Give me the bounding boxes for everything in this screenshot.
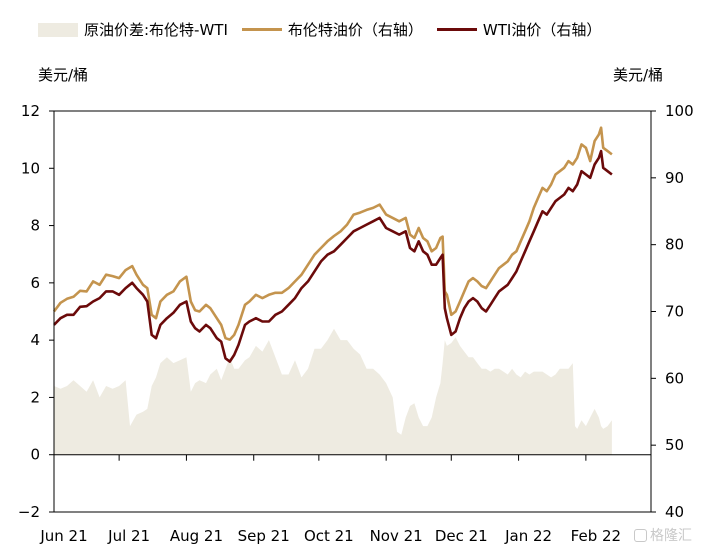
legend-label-spread: 原油价差:布伦特-WTI	[84, 21, 228, 39]
y-left-tick-label: 2	[30, 388, 40, 406]
legend-label-wti: WTI油价（右轴）	[482, 21, 602, 39]
x-tick-label: Aug 21	[170, 527, 223, 545]
legend-swatch-brent	[241, 28, 282, 31]
legend-item-brent: 布伦特油价（右轴）	[241, 19, 423, 40]
y-right-tick-label: 90	[665, 169, 684, 187]
y-left-tick-label: 4	[30, 331, 40, 349]
right-axis-unit: 美元/桶	[613, 66, 664, 84]
y-right-tick-label: 100	[665, 102, 694, 120]
y-left-tick-label: 0	[30, 446, 40, 464]
x-tick-label: Jan 22	[504, 527, 552, 545]
legend-swatch-wti	[436, 28, 477, 31]
axes-layer: Jun 21 Jul 21 Aug 21 Sep 21 Oct 21 Nov 21 Dec …	[18, 102, 694, 545]
x-tick-label: Nov 21	[370, 527, 423, 545]
price-lines-layer	[52, 126, 613, 363]
y-left-tick-label: 10	[21, 159, 40, 177]
legend-label-brent: 布伦特油价（右轴）	[287, 21, 423, 39]
y-left-tick-label: 8	[30, 217, 40, 235]
x-tick-label: Dec 21	[435, 527, 488, 545]
x-tick-label: Feb 22	[571, 527, 621, 545]
series-line-brent	[52, 126, 613, 341]
series-area-spread	[54, 328, 612, 455]
series-line-wti	[53, 149, 613, 363]
y-left-tick-label: 6	[30, 274, 40, 292]
watermark-logo-icon	[634, 528, 647, 542]
y-right-tick-label: 50	[665, 436, 684, 454]
x-tick-label: Jul 21	[107, 527, 150, 545]
y-left-tick-label: 12	[21, 102, 40, 120]
y-right-tick-label: 60	[665, 369, 684, 387]
spread-area-layer	[54, 328, 612, 455]
legend-swatch-spread	[38, 22, 78, 37]
y-right-tick-label: 40	[665, 503, 684, 521]
watermark: 格隆汇	[634, 525, 692, 545]
legend-item-spread: 原油价差:布伦特-WTI	[38, 19, 228, 40]
legend-item-wti: WTI油价（右轴）	[436, 19, 602, 40]
y-left-tick-label: −2	[18, 503, 40, 521]
legend: 原油价差:布伦特-WTI 布伦特油价（右轴） WTI油价（右轴）	[38, 19, 601, 40]
left-axis-unit: 美元/桶	[38, 66, 89, 84]
x-tick-label: Sep 21	[238, 527, 290, 545]
y-right-tick-label: 80	[665, 236, 684, 254]
x-tick-label: Oct 21	[304, 527, 354, 545]
y-right-tick-label: 70	[665, 303, 684, 321]
watermark-text: 格隆汇	[650, 528, 692, 544]
x-tick-label: Jun 21	[39, 527, 87, 545]
